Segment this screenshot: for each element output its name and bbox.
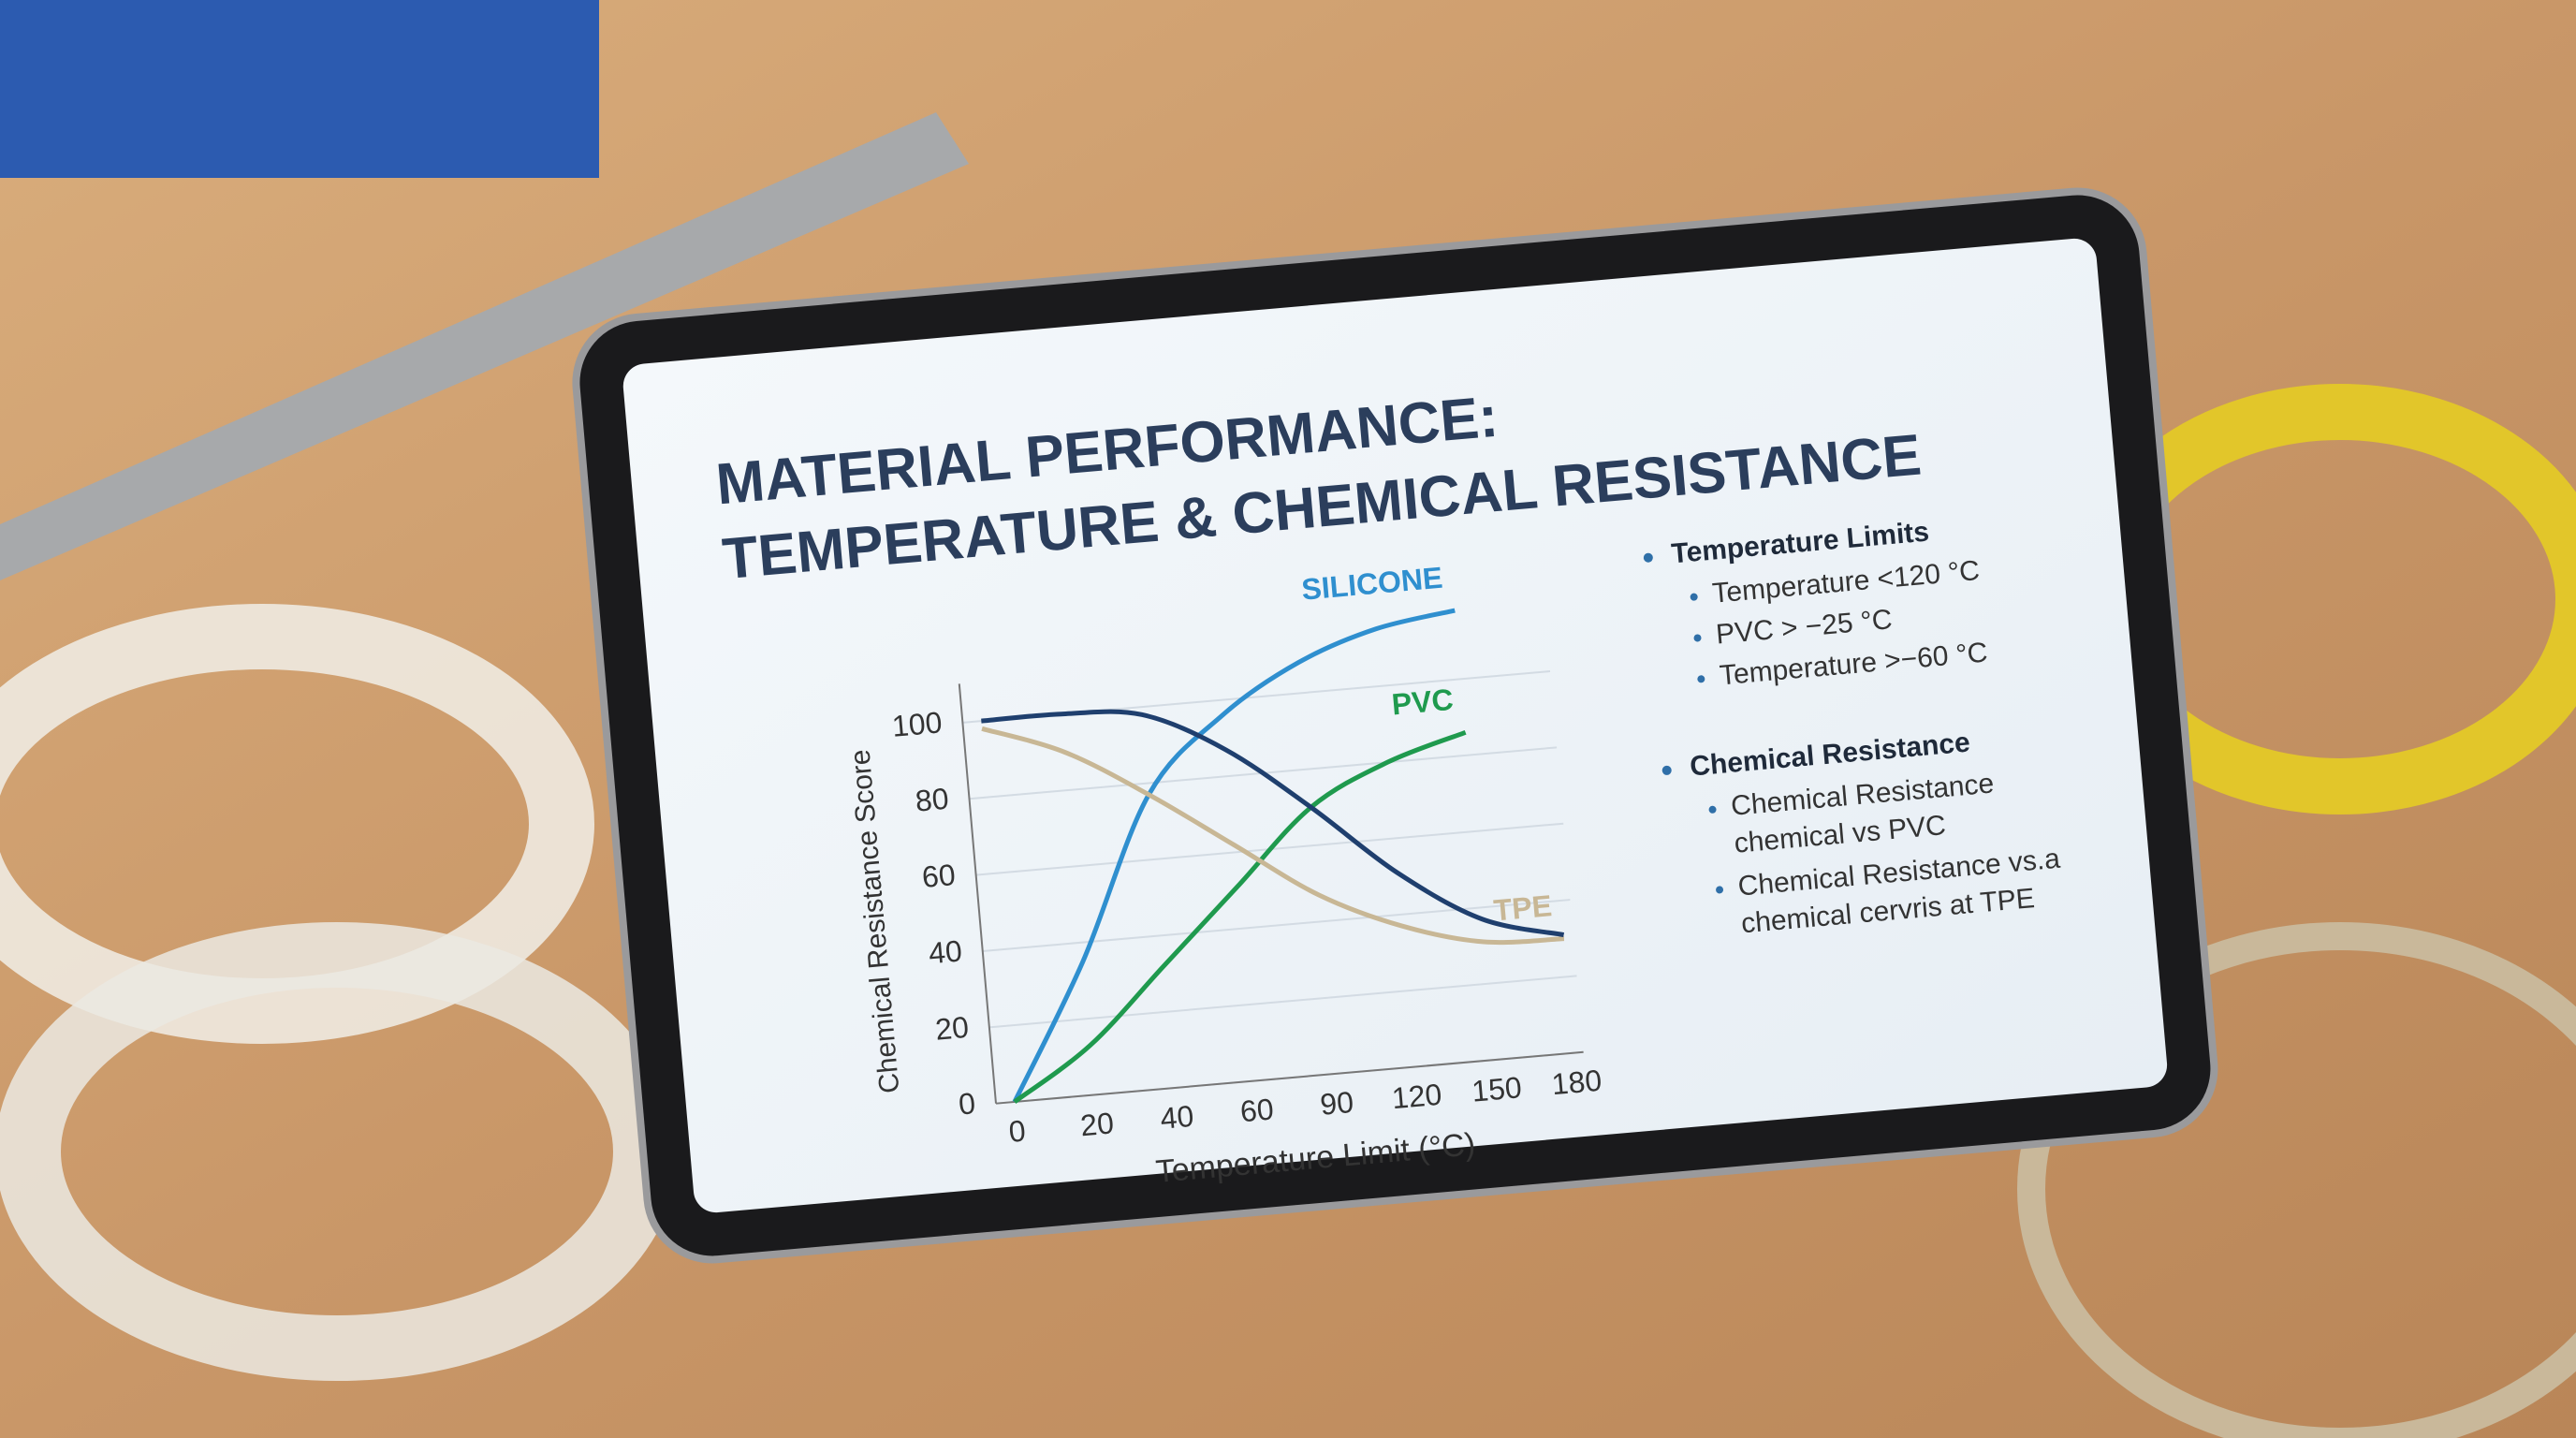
y-tick-label: 0 — [958, 1086, 977, 1121]
y-tick-label: 60 — [920, 858, 957, 894]
series-line — [981, 709, 1565, 938]
blue-rack — [0, 0, 599, 178]
bullet — [1697, 675, 1705, 683]
x-tick-label: 0 — [1007, 1114, 1027, 1149]
series-label: PVC — [1390, 682, 1455, 722]
series-line — [1013, 729, 1467, 1104]
x-tick-label: 20 — [1079, 1106, 1116, 1142]
tablet: MATERIAL PERFORMANCE:TEMPERATURE & CHEMI… — [572, 187, 2218, 1264]
bullet — [1708, 805, 1717, 814]
y-tick-label: 100 — [891, 705, 944, 743]
x-tick-label: 180 — [1550, 1064, 1603, 1102]
x-tick-label: 90 — [1319, 1085, 1355, 1122]
bullet — [1690, 593, 1698, 601]
grid-line — [988, 975, 1577, 1029]
y-tick-label: 80 — [914, 782, 950, 818]
y-tick-label: 20 — [934, 1010, 971, 1047]
grid-line — [982, 899, 1571, 952]
bullet — [1643, 552, 1653, 563]
series-label: TPE — [1492, 888, 1553, 927]
x-tick-label: 40 — [1159, 1099, 1195, 1136]
clear-tubing — [0, 604, 594, 1044]
y-tick-label: 40 — [928, 933, 964, 970]
bullet — [1661, 765, 1672, 775]
series-line — [1012, 608, 1456, 1104]
x-tick-label: 60 — [1239, 1092, 1276, 1128]
screen-bg — [622, 238, 2168, 1213]
series-line — [981, 726, 1565, 946]
x-axis — [995, 1050, 1584, 1105]
tan-tubing — [2017, 922, 2576, 1438]
y-axis — [958, 683, 997, 1104]
x-tick-label: 120 — [1390, 1078, 1442, 1116]
ruler — [0, 112, 969, 580]
x-tick-label: 150 — [1471, 1070, 1523, 1108]
bullet — [1716, 886, 1724, 894]
bullet — [1693, 634, 1702, 642]
screen: MATERIAL PERFORMANCE:TEMPERATURE & CHEMI… — [622, 238, 2168, 1213]
